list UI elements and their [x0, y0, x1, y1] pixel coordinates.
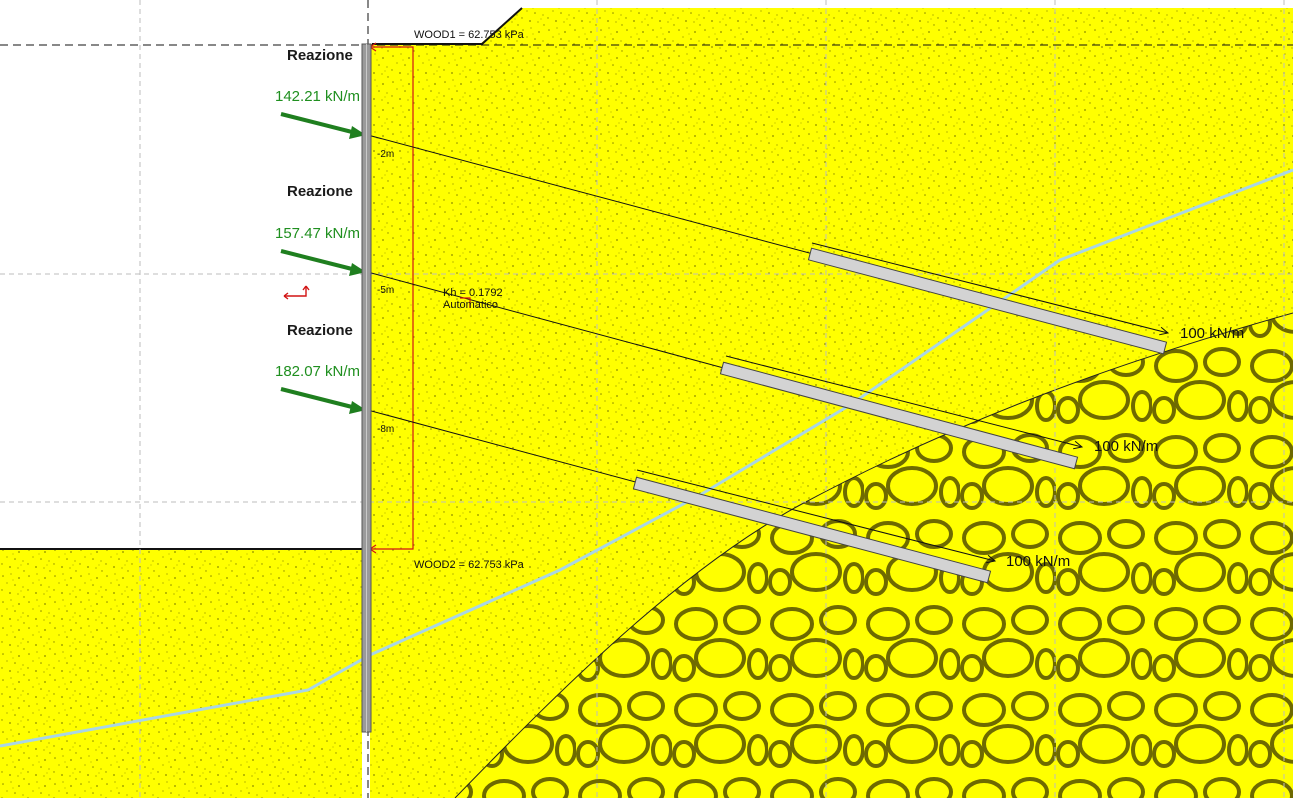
reaction-arrow [280, 387, 361, 411]
ground-surface-line [372, 7, 523, 45]
anchor-force-arrow [636, 469, 996, 562]
gravel-layer[interactable] [455, 313, 1293, 798]
reaction-arrow [280, 112, 361, 136]
surcharge-label-bottom: WOOD2 = 62.753 kPa [414, 559, 525, 571]
reaction-value: 157.47 kN/m [275, 225, 360, 242]
anchor-force-arrow [725, 355, 1083, 448]
anchor-bulb[interactable] [807, 247, 1168, 355]
reaction-value: 142.21 kN/m [275, 88, 360, 105]
reaction-value: 182.07 kN/m [275, 363, 360, 380]
seismic-arrows-icon[interactable] [283, 285, 310, 300]
reaction-label: Reazione [287, 322, 353, 339]
seismic-point-marker [460, 297, 471, 308]
seismic-mode-label: Automatico [443, 299, 498, 311]
soil-layer-excavation[interactable] [0, 549, 362, 798]
diaphragm-wall[interactable] [361, 43, 372, 733]
anchor-force-arrow [811, 242, 1169, 334]
surcharge-label-top: WOOD1 = 62.753 kPa [414, 29, 525, 41]
depth-marker: -8m [377, 424, 394, 435]
anchor-force-arrowhead [986, 554, 997, 564]
anchor-force-arrowhead [1073, 440, 1084, 450]
water-table-line [0, 168, 1293, 748]
reaction-label: Reazione [287, 183, 353, 200]
gravel-layer-boundary [454, 312, 1293, 798]
anchor-force-label: 100 kN/m [1094, 438, 1158, 455]
depth-marker: -2m [377, 149, 394, 160]
anchor-force-label: 100 kN/m [1006, 553, 1070, 570]
anchor-bulb[interactable] [632, 476, 992, 584]
reaction-arrow [280, 249, 361, 273]
anchors-group [280, 112, 1170, 584]
anchor-force-label: 100 kN/m [1180, 325, 1244, 342]
anchor-force-arrowhead [1159, 326, 1170, 336]
depth-marker: -5m [377, 285, 394, 296]
reaction-label: Reazione [287, 47, 353, 64]
seismic-kh-label: Kh = 0.1792 [443, 287, 503, 299]
anchor-bulb[interactable] [719, 361, 1079, 470]
